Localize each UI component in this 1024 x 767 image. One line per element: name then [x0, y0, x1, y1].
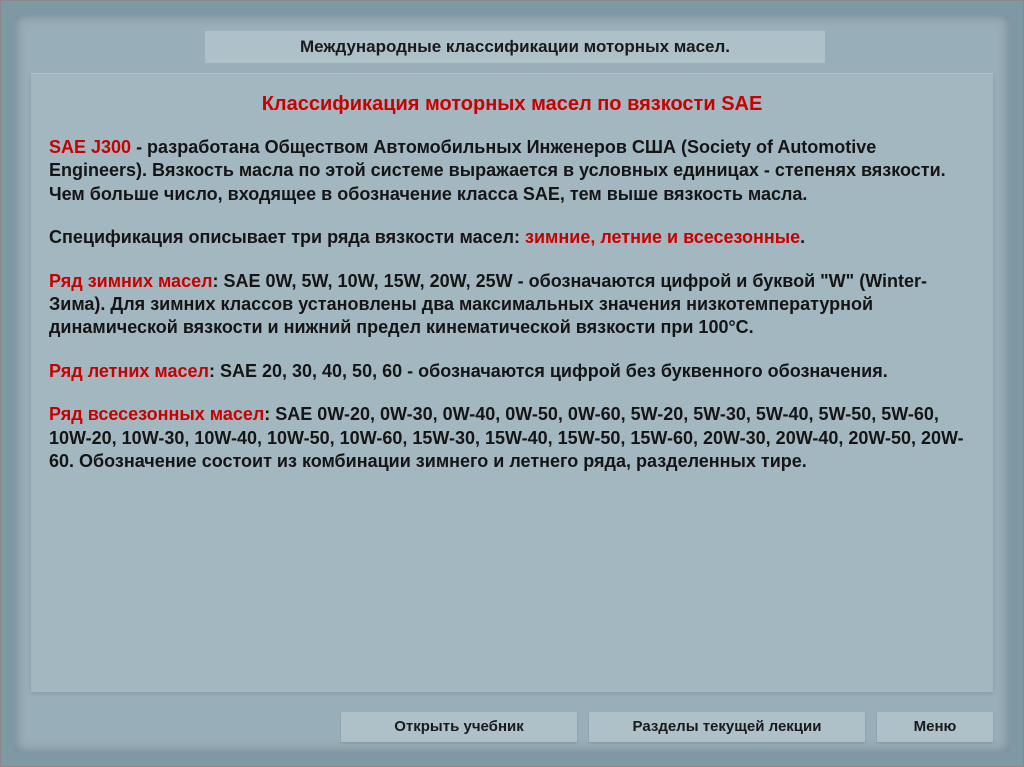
- footer-bar: Открыть учебник Разделы текущей лекции М…: [341, 712, 993, 742]
- lead-allseason: Ряд всесезонных масел: [49, 404, 264, 424]
- text-spec-c: .: [800, 227, 805, 247]
- slide-inner: Международные классификации моторных мас…: [15, 15, 1009, 752]
- text-spec-a: Спецификация описывает три ряда вязкости…: [49, 227, 525, 247]
- title-bar: Международные классификации моторных мас…: [205, 31, 825, 63]
- paragraph-sae-j300: SAE J300 - разработана Обществом Автомоб…: [49, 136, 975, 206]
- lead-sae-j300: SAE J300: [49, 137, 131, 157]
- slide: Международные классификации моторных мас…: [0, 0, 1024, 767]
- text-sae-j300: - разработана Обществом Автомобильных Ин…: [49, 137, 946, 204]
- content-panel: Классификация моторных масел по вязкости…: [31, 73, 993, 692]
- lead-summer: Ряд летних масел: [49, 361, 209, 381]
- title-text: Международные классификации моторных мас…: [300, 37, 730, 56]
- open-textbook-button[interactable]: Открыть учебник: [341, 712, 577, 742]
- menu-button[interactable]: Меню: [877, 712, 993, 742]
- text-summer: : SAE 20, 30, 40, 50, 60 - обозначаются …: [209, 361, 888, 381]
- subtitle: Классификация моторных масел по вязкости…: [49, 93, 975, 116]
- body-text: SAE J300 - разработана Обществом Автомоб…: [49, 136, 975, 473]
- paragraph-winter: Ряд зимних масел: SAE 0W, 5W, 10W, 15W, …: [49, 270, 975, 340]
- text-spec-b: зимние, летние и всесезонные: [525, 227, 800, 247]
- paragraph-summer: Ряд летних масел: SAE 20, 30, 40, 50, 60…: [49, 360, 975, 383]
- paragraph-allseason: Ряд всесезонных масел: SAE 0W-20, 0W-30,…: [49, 403, 975, 473]
- lead-winter: Ряд зимних масел: [49, 271, 213, 291]
- lecture-sections-button[interactable]: Разделы текущей лекции: [589, 712, 865, 742]
- paragraph-spec-rows: Спецификация описывает три ряда вязкости…: [49, 226, 975, 249]
